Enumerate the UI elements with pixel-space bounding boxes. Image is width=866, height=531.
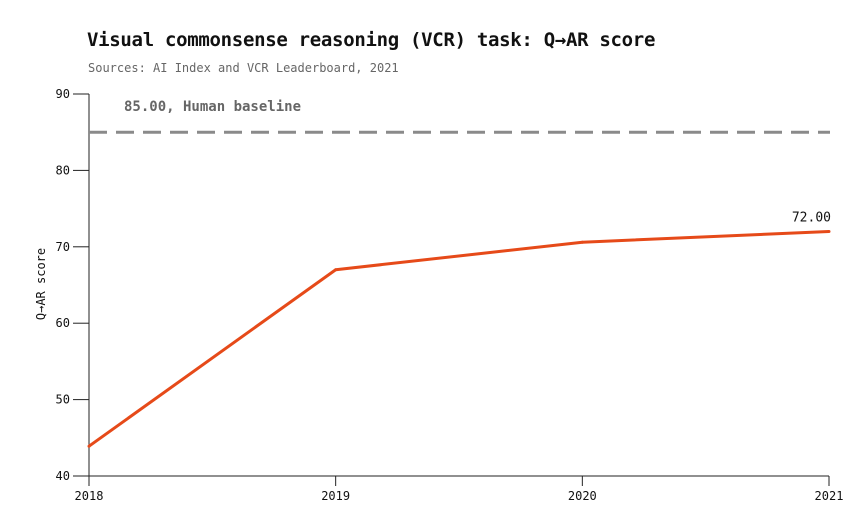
x-tick-label: 2020 [568,489,597,503]
y-tick-label: 40 [56,469,70,483]
x-tick-label: 2018 [75,489,104,503]
y-tick-label: 60 [56,316,70,330]
series-line [88,230,830,448]
data-point [580,240,584,244]
data-label: 72.00 [792,211,831,226]
axes: 40 50 60 70 80 90 2018 2019 2020 2021 Q→AR score [34,87,843,503]
reference-line-group: 85.00, Human baseline [89,99,830,134]
y-axis-title: Q→AR score [34,248,48,320]
labels-group: 72.00 [792,211,831,226]
chart-title: Visual commonsense reasoning (VCR) task:… [87,29,656,51]
y-tick-label: 90 [56,87,70,101]
y-tick-label: 70 [56,240,70,254]
data-point [334,268,338,272]
reference-line-label: 85.00, Human baseline [124,99,301,115]
y-tick-label: 80 [56,163,70,177]
y-tick-label: 50 [56,393,70,407]
chart-subtitle: Sources: AI Index and VCR Leaderboard, 2… [88,61,399,75]
x-tick-label: 2021 [815,489,844,503]
data-point [87,444,91,448]
x-tick-label: 2019 [321,489,350,503]
data-point [827,230,831,234]
series-group [87,230,831,448]
